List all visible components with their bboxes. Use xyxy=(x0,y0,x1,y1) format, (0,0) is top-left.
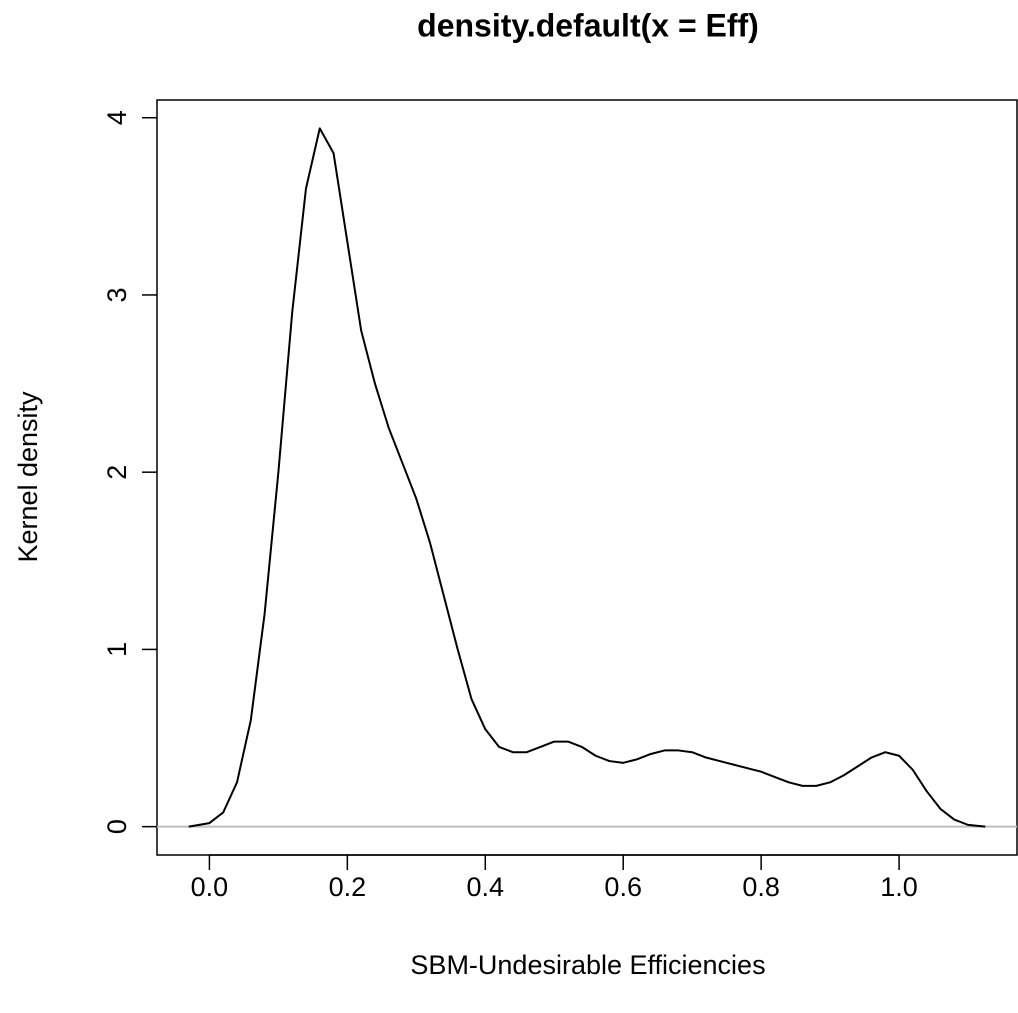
y-tick-label: 2 xyxy=(102,465,132,480)
y-tick-label: 3 xyxy=(102,287,132,302)
x-tick-label: 0.6 xyxy=(604,872,642,902)
y-tick-label: 4 xyxy=(102,110,132,125)
x-tick-label: 0.4 xyxy=(467,872,505,902)
y-tick-label: 1 xyxy=(102,642,132,657)
y-tick-label: 0 xyxy=(102,819,132,834)
density-line xyxy=(188,127,986,828)
y-axis-label: Kernel density xyxy=(13,391,43,563)
plot-box xyxy=(156,99,1018,856)
x-tick-label: 0.8 xyxy=(742,872,780,902)
x-tick-label: 1.0 xyxy=(880,872,918,902)
chart-title: density.default(x = Eff) xyxy=(417,7,759,43)
x-tick-label: 0.0 xyxy=(191,872,229,902)
x-tick-label: 0.2 xyxy=(329,872,367,902)
x-axis-label: SBM-Undesirable Efficiencies xyxy=(410,950,765,980)
